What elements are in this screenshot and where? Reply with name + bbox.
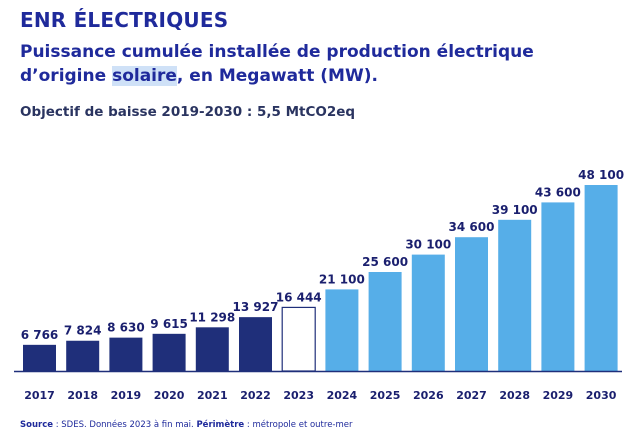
- bar-2030: [584, 185, 618, 371]
- value-label-2022: 13 927: [233, 300, 279, 314]
- value-label-2020: 9 615: [150, 317, 188, 331]
- value-label-2028: 39 100: [492, 203, 538, 217]
- source-label: Source: [20, 420, 54, 430]
- source-text: : SDES. Données 2023 à fin mai.: [53, 420, 197, 430]
- value-label-2029: 43 600: [535, 185, 581, 199]
- value-label-2021: 11 298: [189, 310, 235, 324]
- bar-2026: [411, 254, 445, 371]
- value-label-2019: 8 630: [107, 321, 145, 335]
- tick-label-2020: 2020: [154, 389, 185, 402]
- subtitle-unit: , en Megawatt (MW).: [176, 66, 378, 86]
- bar-chart: 6 766 2017 7 824 2018 8 630 2019 9 615 2020 11 2…: [14, 168, 624, 402]
- value-label-2023: 16 444: [276, 290, 322, 304]
- bar-2029: [541, 202, 575, 371]
- bar-2019: [109, 337, 143, 371]
- source-note: Source : SDES. Données 2023 à fin mai. P…: [20, 420, 353, 430]
- bar-2028: [498, 219, 532, 371]
- subtitle-highlight: solaire: [112, 66, 177, 86]
- value-label-2024: 21 100: [319, 272, 365, 286]
- tick-label-2018: 2018: [67, 389, 98, 402]
- tick-label-2028: 2028: [499, 389, 530, 402]
- chart-subtitle: Puissance cumulée installée de productio…: [20, 40, 620, 88]
- tick-label-2021: 2021: [197, 389, 228, 402]
- tick-label-2025: 2025: [370, 389, 401, 402]
- objective-text: Objectif de baisse 2019-2030 : 5,5 MtCO2…: [20, 104, 356, 120]
- tick-label-2017: 2017: [24, 389, 55, 402]
- bar-2022: [239, 317, 272, 371]
- value-label-2025: 25 600: [362, 255, 408, 269]
- bar-2027: [455, 237, 488, 371]
- value-label-2026: 30 100: [405, 238, 451, 252]
- bar-2024: [325, 289, 359, 371]
- tick-label-2019: 2019: [111, 389, 142, 402]
- tick-label-2023: 2023: [283, 389, 314, 402]
- tick-label-2022: 2022: [240, 389, 271, 402]
- value-label-2018: 7 824: [64, 324, 102, 338]
- value-label-2030: 48 100: [578, 168, 624, 182]
- value-label-2027: 34 600: [449, 220, 495, 234]
- bar-2021: [195, 327, 229, 371]
- bar-2025: [368, 272, 402, 371]
- tick-label-2026: 2026: [413, 389, 444, 402]
- subtitle-text: Puissance cumulée installée de productio…: [20, 42, 534, 86]
- tick-label-2030: 2030: [586, 389, 617, 402]
- chart-title: ENR ÉLECTRIQUES: [20, 8, 229, 32]
- bar-2023: [281, 306, 316, 372]
- tick-label-2027: 2027: [456, 389, 487, 402]
- bar-2020: [152, 333, 186, 371]
- tick-label-2024: 2024: [327, 389, 358, 402]
- bar-2018: [66, 340, 100, 371]
- perimeter-label: Périmètre: [196, 420, 245, 430]
- bar-2017: [23, 344, 56, 371]
- value-label-2017: 6 766: [21, 328, 59, 342]
- perimeter-text: : métropole et outre-mer: [244, 420, 353, 430]
- tick-label-2029: 2029: [543, 389, 574, 402]
